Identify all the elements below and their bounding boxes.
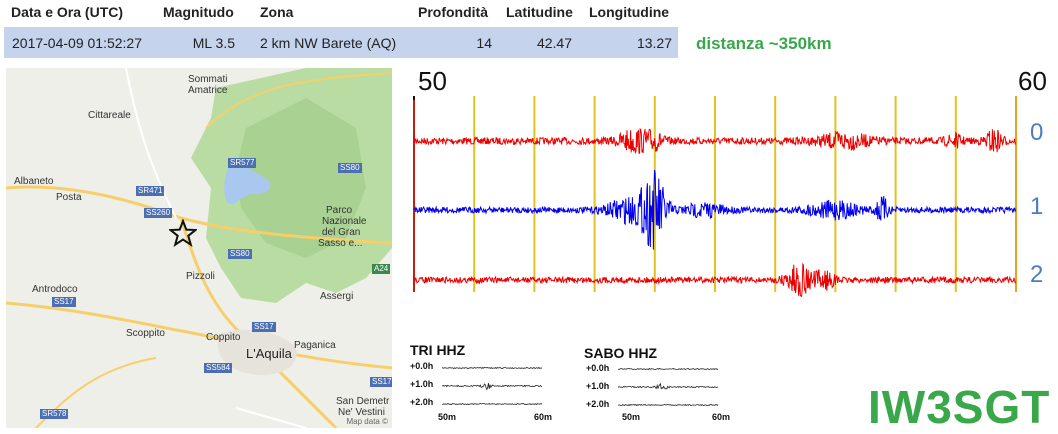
place-label: Assergi	[320, 291, 354, 302]
mini-trace	[442, 383, 543, 391]
header-latitude: Latitudine	[506, 4, 573, 20]
station-callsign: IW3SGT	[868, 381, 1051, 433]
station-panel-sabo: SABO HHZ +0.0h +1.0h +2.0h 50m 60m	[580, 345, 740, 430]
trace-label-1: 1	[1030, 193, 1044, 220]
header-depth: Profondità	[418, 4, 488, 20]
distance-label: distanza ~350km	[696, 34, 832, 53]
road-label: A24	[372, 264, 391, 274]
road-label: SR577	[228, 158, 257, 168]
place-label: Albaneto	[14, 176, 54, 187]
x-start-label: 50	[418, 66, 447, 96]
row-label: +0.0h	[586, 363, 610, 373]
cell-datetime: 2017-04-09 01:52:27	[12, 35, 142, 51]
mini-trace	[442, 366, 543, 369]
x-end-label: 60	[1018, 66, 1047, 96]
cell-depth: 14	[476, 35, 492, 51]
road-label: SS80	[338, 163, 362, 173]
header-magnitude: Magnitudo	[163, 4, 234, 20]
road-label: SS584	[204, 363, 233, 373]
map-credit: Map data ©	[346, 417, 388, 426]
place-label: Antrodoco	[32, 284, 78, 295]
header-longitude: Longitudine	[589, 4, 670, 20]
place-label: Sasso e...	[318, 238, 363, 249]
row-label: +0.0h	[410, 361, 434, 371]
trace-label-2: 2	[1030, 261, 1044, 288]
road-label: SS260	[144, 208, 173, 218]
road-label: SS17	[370, 377, 392, 387]
cell-magnitude: ML 3.5	[192, 35, 235, 51]
place-label: Paganica	[294, 340, 336, 351]
trace-label-0: 0	[1030, 119, 1044, 146]
place-label: Parco	[326, 205, 353, 216]
x-start-label: 50m	[438, 412, 457, 422]
event-table: Data e Ora (UTC) Magnitudo Zona Profondi…	[4, 0, 678, 58]
mini-trace	[618, 382, 719, 390]
row-label: +1.0h	[410, 379, 434, 389]
mini-trace	[618, 403, 719, 407]
row-label: +1.0h	[586, 381, 610, 391]
header-datetime: Data e Ora (UTC)	[11, 4, 124, 20]
place-label: Nazionale	[322, 216, 367, 227]
trace-0	[413, 127, 1017, 155]
place-label: L'Aquila	[246, 346, 292, 361]
place-label: San Demetr	[336, 396, 390, 407]
map-terrain	[6, 68, 392, 428]
station-panel-tri: TRI HHZ +0.0h +1.0h +2.0h 50m 60m	[404, 340, 564, 430]
place-label: Pizzoli	[186, 271, 215, 282]
mini-trace	[618, 367, 719, 371]
place-label: del Gran	[322, 227, 361, 238]
station-title: TRI HHZ	[410, 342, 466, 358]
star-icon[interactable]	[169, 219, 197, 247]
trace-2	[413, 262, 1017, 298]
seismogram: 50 60 0 1 2	[404, 66, 1056, 326]
station-traces	[618, 367, 719, 407]
place-label: Scoppito	[126, 328, 165, 339]
x-end-label: 60m	[712, 412, 731, 422]
x-start-label: 50m	[622, 412, 641, 422]
row-label: +2.0h	[410, 397, 434, 407]
road-label: SS17	[252, 322, 276, 332]
place-label: Ne' Vestini	[338, 407, 385, 418]
road-label: SR578	[40, 409, 69, 419]
table-row[interactable]: 2017-04-09 01:52:27 ML 3.5 2 km NW Baret…	[4, 27, 678, 58]
trace-1	[413, 169, 1017, 250]
cell-latitude: 42.47	[536, 35, 572, 51]
seismogram-plot	[413, 96, 1017, 298]
cell-zone: 2 km NW Barete (AQ)	[260, 35, 397, 51]
row-label: +2.0h	[586, 399, 610, 409]
place-label: Posta	[56, 192, 82, 203]
place-label: Amatrice	[188, 85, 228, 96]
place-label: Coppito	[206, 332, 241, 343]
station-traces	[442, 366, 543, 406]
road-label: SR471	[136, 186, 165, 196]
road-label: SS80	[228, 249, 252, 259]
station-title: SABO HHZ	[584, 345, 658, 361]
epicenter-map[interactable]: Sommati Amatrice Cittareale Albaneto Pos…	[6, 68, 392, 428]
cell-longitude: 13.27	[636, 35, 672, 51]
place-label: Sommati	[188, 74, 228, 85]
mini-trace	[442, 402, 543, 406]
x-end-label: 60m	[534, 412, 553, 422]
header-zone: Zona	[260, 4, 294, 20]
place-label: Cittareale	[88, 110, 131, 121]
road-label: SS17	[52, 297, 76, 307]
